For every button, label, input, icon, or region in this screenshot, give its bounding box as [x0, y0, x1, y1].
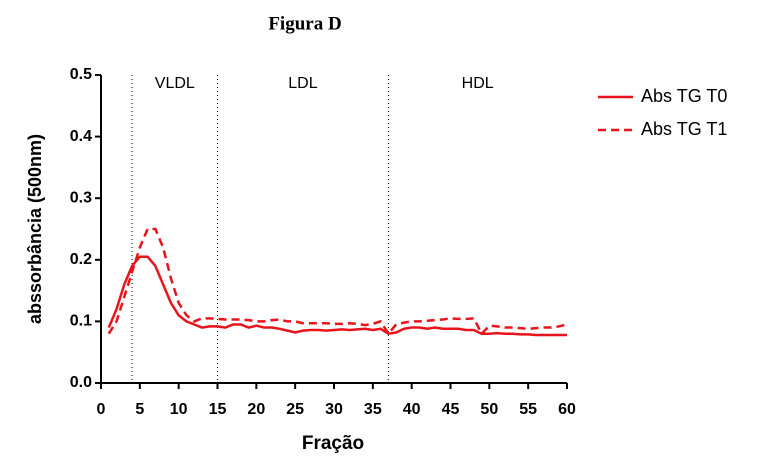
data-line — [107, 227, 568, 336]
x-tick-label: 30 — [325, 401, 343, 418]
x-tick-label: 45 — [442, 401, 460, 418]
x-tick-label: 60 — [558, 401, 576, 418]
y-tick-label: 0.3 — [70, 189, 92, 206]
x-tick-label: 15 — [209, 401, 227, 418]
x-tick-label: 5 — [135, 401, 144, 418]
x-tick-label: 35 — [364, 401, 382, 418]
region-label: LDL — [288, 75, 317, 92]
y-tick-label: 0.2 — [70, 251, 92, 268]
legend-label: Abs TG T0 — [641, 86, 727, 106]
x-tick-label: 0 — [97, 401, 106, 418]
x-tick-label: 50 — [480, 401, 498, 418]
chart-title: Figura D — [268, 13, 341, 34]
x-tick-label: 40 — [403, 401, 421, 418]
data-line — [107, 255, 567, 337]
y-tick-label: 0.1 — [70, 313, 92, 330]
y-tick-label: 0.4 — [70, 128, 92, 145]
x-tick-label: 20 — [247, 401, 265, 418]
x-axis-label: Fração — [302, 433, 364, 454]
legend-label: Abs TG T1 — [641, 119, 727, 139]
x-tick-label: 25 — [286, 401, 304, 418]
y-tick-label: 0.5 — [70, 66, 92, 83]
y-axis-label: abssorbância (500nm) — [25, 134, 45, 324]
region-label: VLDL — [155, 75, 195, 92]
x-tick-label: 10 — [170, 401, 188, 418]
region-label: HDL — [462, 75, 494, 92]
y-tick-label: 0.0 — [70, 374, 92, 391]
x-tick-label: 55 — [519, 401, 537, 418]
